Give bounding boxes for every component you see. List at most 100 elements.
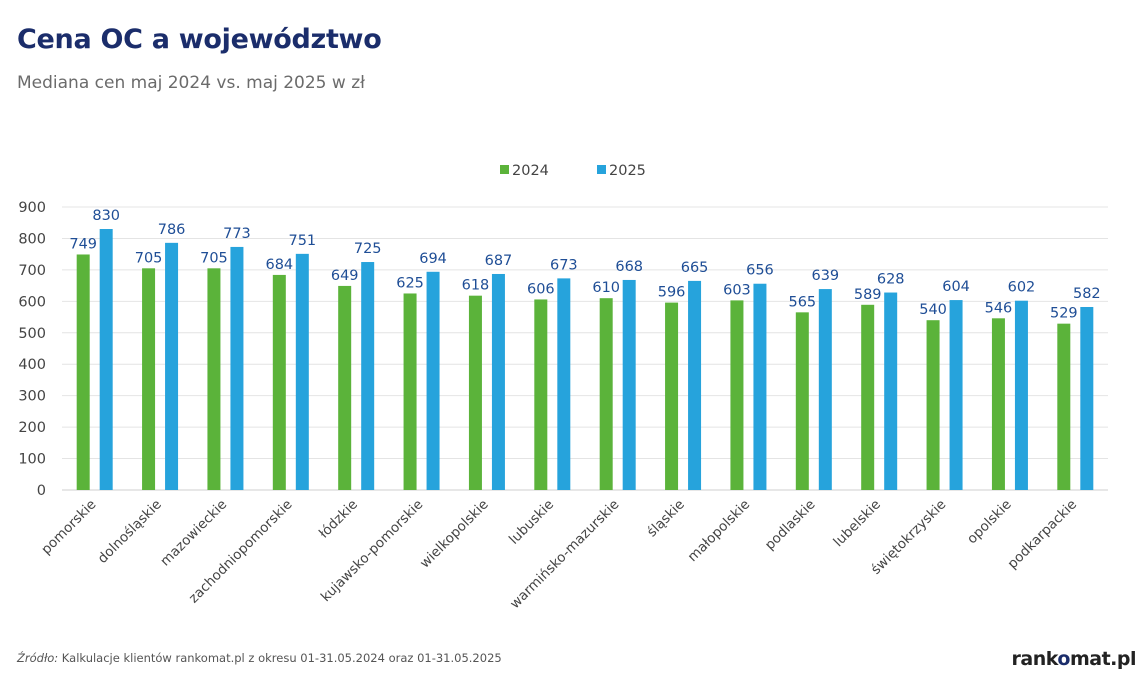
bar-2024 (76, 254, 90, 490)
logo-part-mid: o (1057, 648, 1070, 670)
rankomat-logo: rankomat.pl (1011, 648, 1137, 670)
bar-2024 (795, 312, 809, 490)
x-tick-label: lubuskie (506, 497, 557, 548)
bar-2025 (230, 246, 244, 490)
data-label: 649 (331, 268, 359, 284)
data-label: 665 (681, 260, 709, 276)
data-label: 694 (419, 251, 447, 267)
x-tick-label: podlaskie (762, 497, 819, 554)
bar-2024 (142, 268, 156, 490)
x-tick-label: śląskie (644, 497, 688, 541)
data-label: 656 (746, 263, 774, 279)
x-tick-label: warmińsko-mazurskie (507, 497, 623, 613)
data-label: 830 (92, 208, 120, 224)
x-tick-label: pomorskie (38, 497, 99, 558)
bar-2024 (272, 274, 286, 490)
data-label: 773 (223, 226, 251, 242)
data-label: 687 (485, 253, 513, 269)
source-text: Kalkulacje klientów rankomat.pl z okresu… (58, 651, 502, 665)
bar-2025 (165, 242, 179, 490)
data-label: 582 (1073, 286, 1101, 302)
x-tick-label: małopolskie (685, 497, 754, 566)
bar-2024 (665, 302, 679, 490)
data-label: 749 (69, 236, 97, 252)
data-label: 705 (135, 250, 163, 266)
x-tick-label: lubelskie (830, 497, 884, 551)
data-label: 668 (615, 259, 643, 275)
data-label: 673 (550, 257, 578, 273)
bar-2024 (599, 298, 613, 490)
x-tick-label: podkarpackie (1005, 497, 1081, 573)
bar-2025 (361, 262, 375, 490)
y-tick-label: 300 (18, 389, 46, 405)
bar-2024 (338, 285, 352, 490)
data-label: 565 (788, 294, 816, 310)
chart-subtitle: Mediana cen maj 2024 vs. maj 2025 w zł (17, 73, 365, 93)
bar-2024 (468, 295, 482, 490)
data-label: 625 (396, 275, 424, 291)
data-label: 606 (527, 281, 555, 297)
data-label: 610 (592, 280, 620, 296)
data-label: 529 (1050, 306, 1078, 322)
x-tick-label: łódzkie (316, 497, 361, 542)
data-label: 751 (288, 233, 316, 249)
y-tick-label: 600 (18, 294, 46, 310)
source-label: Źródło: (17, 651, 59, 665)
bar-2025 (688, 280, 702, 490)
bar-2024 (861, 304, 875, 490)
legend-swatch (597, 165, 606, 174)
bar-2025 (99, 229, 113, 490)
bar-2025 (491, 273, 505, 490)
bar-2025 (1080, 306, 1094, 490)
data-label: 684 (265, 257, 293, 273)
y-tick-label: 100 (18, 452, 46, 468)
source-note: Źródło: Kalkulacje klientów rankomat.pl … (17, 651, 502, 665)
data-label: 639 (811, 268, 839, 284)
chart-title: Cena OC a województwo (17, 24, 382, 55)
bar-2025 (622, 279, 636, 490)
data-label: 596 (658, 285, 686, 301)
data-label: 603 (723, 282, 751, 298)
bar-2025 (884, 292, 898, 490)
bar-2024 (1057, 323, 1071, 490)
bar-2025 (1014, 300, 1028, 490)
x-tick-label: opolskie (964, 497, 1015, 548)
y-tick-label: 400 (18, 357, 46, 373)
y-tick-label: 700 (18, 263, 46, 279)
bar-2024 (207, 268, 221, 490)
bar-2025 (753, 283, 767, 490)
bar-2025 (818, 289, 832, 490)
y-tick-label: 200 (18, 420, 46, 436)
y-tick-label: 500 (18, 326, 46, 342)
x-tick-label: dolnośląskie (95, 497, 165, 567)
data-label: 602 (1008, 280, 1036, 296)
data-label: 540 (919, 302, 947, 318)
data-label: 628 (877, 272, 905, 288)
logo-part-left: rank (1011, 648, 1058, 670)
bar-2024 (730, 300, 744, 490)
bar-2025 (557, 278, 571, 490)
data-label: 705 (200, 250, 228, 266)
x-tick-label: mazowieckie (157, 497, 230, 570)
logo-part-right: mat.pl (1069, 648, 1137, 670)
y-tick-label: 800 (18, 231, 46, 247)
data-label: 546 (985, 300, 1013, 316)
data-label: 725 (354, 241, 382, 257)
bar-2025 (426, 271, 440, 490)
legend-label: 2025 (609, 163, 646, 179)
legend-swatch (500, 165, 509, 174)
bar-2024 (534, 299, 548, 490)
bar-2024 (991, 318, 1005, 490)
y-tick-label: 900 (18, 200, 46, 216)
bar-2025 (295, 253, 309, 490)
bar-2024 (926, 320, 940, 490)
legend-label: 2024 (512, 163, 549, 179)
bar-chart: 0 100 200 300 400 500 600 700 800 900 2024 2025 749 8… (18, 163, 1108, 613)
y-tick-label: 0 (37, 483, 46, 499)
x-tick-label: wielkopolskie (417, 497, 492, 572)
data-label: 786 (158, 222, 186, 238)
bar-2024 (403, 293, 417, 490)
data-label: 618 (462, 278, 490, 294)
data-label: 589 (854, 287, 882, 303)
data-label: 604 (942, 279, 970, 295)
